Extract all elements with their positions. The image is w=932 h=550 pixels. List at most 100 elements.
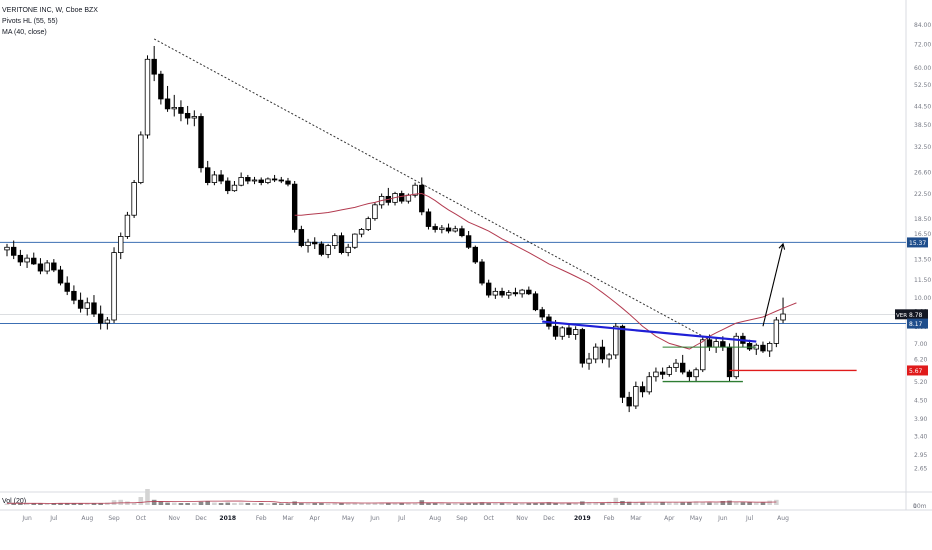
x-tick-label: 2018 <box>219 515 236 522</box>
candle-body <box>332 235 338 246</box>
candle <box>231 181 238 192</box>
candle <box>271 174 278 183</box>
volume-bar <box>747 502 752 505</box>
y-tick-label: 11.50 <box>914 277 931 284</box>
volume-bar <box>573 503 578 505</box>
candle <box>4 243 10 257</box>
volume-bar <box>673 502 679 505</box>
x-tick-label: Dec <box>195 515 207 522</box>
volume-bar <box>473 503 478 505</box>
volume-bar <box>265 503 271 505</box>
candle <box>84 297 90 316</box>
candle-body <box>218 174 224 182</box>
candle <box>419 177 425 216</box>
candle-body <box>131 182 137 216</box>
candle-body <box>485 282 492 296</box>
candle <box>64 276 70 296</box>
candle <box>713 338 719 353</box>
candle <box>225 177 231 195</box>
candle <box>138 131 144 185</box>
candle-body <box>512 292 519 295</box>
candle <box>372 202 378 221</box>
x-tick-label: Mar <box>282 515 294 522</box>
candle <box>439 225 445 234</box>
candle-body <box>365 218 371 230</box>
candle <box>358 227 365 238</box>
x-tick-label: Nov <box>516 515 528 522</box>
candle-body <box>144 58 151 136</box>
y-tick-label: 44.50 <box>914 103 931 110</box>
candle-body <box>245 177 251 182</box>
candle-body <box>312 241 318 245</box>
volume-bar <box>379 502 384 505</box>
candle-body <box>97 313 104 324</box>
candle <box>104 316 111 330</box>
candle-body <box>465 235 472 248</box>
volume-bar <box>459 503 465 505</box>
y-tick-label: 84.00 <box>914 22 931 29</box>
volume-bar <box>205 501 210 505</box>
volume-bar <box>727 500 732 505</box>
candle-body <box>111 252 117 321</box>
candle <box>218 170 224 185</box>
volume-bar <box>753 502 759 505</box>
volume-bar <box>131 502 137 505</box>
trend-drawings <box>153 38 857 383</box>
volume-bar <box>118 499 124 505</box>
candle <box>211 171 218 186</box>
y-tick-label: 38.50 <box>914 122 931 129</box>
volume-bar <box>218 503 224 505</box>
candle <box>693 367 699 382</box>
candle-body <box>17 254 24 263</box>
volume-bar <box>606 501 612 505</box>
volume-bar <box>533 502 538 505</box>
volume-bar <box>44 503 50 505</box>
volume-bar <box>31 503 37 505</box>
candle <box>653 367 659 382</box>
candle <box>679 354 686 375</box>
candle-body <box>679 362 686 373</box>
candle-body <box>77 299 84 309</box>
candle <box>459 225 465 238</box>
candle <box>753 343 759 355</box>
volume-bar <box>91 503 97 505</box>
candle-body <box>586 358 592 364</box>
candle <box>37 258 44 275</box>
candle <box>184 105 191 125</box>
candle-body <box>291 183 298 230</box>
volume-bar <box>566 503 572 505</box>
candle-body <box>653 371 659 378</box>
candle <box>57 265 64 286</box>
volume-bar <box>432 503 438 505</box>
candle-body <box>479 261 485 284</box>
candle <box>445 223 452 234</box>
candle <box>71 285 77 305</box>
candle <box>265 177 271 185</box>
candle-body <box>506 292 512 296</box>
y-tick-label: 13.50 <box>914 257 931 264</box>
volume-bar <box>372 502 378 505</box>
x-tick-label: Jul <box>745 515 754 522</box>
candle <box>332 233 338 250</box>
candle-body <box>10 246 17 256</box>
candle <box>258 177 264 186</box>
candle <box>780 297 786 324</box>
volume-bar <box>479 502 485 505</box>
candle-body <box>666 367 673 375</box>
volume-bar <box>680 502 685 505</box>
y-tick-label: 3.40 <box>914 434 928 441</box>
candle-body <box>51 262 57 271</box>
y-tick-label: 3.90 <box>914 416 928 423</box>
volume-bar <box>258 503 264 505</box>
candle-body <box>619 325 626 398</box>
y-tick-label: 2.95 <box>914 452 928 459</box>
candle <box>298 225 305 248</box>
volume-bar <box>693 501 699 505</box>
y-tick-label: 72.00 <box>914 42 931 49</box>
volume-bar <box>225 502 231 505</box>
candle <box>485 279 492 298</box>
candle-body <box>419 184 425 213</box>
volume-bar <box>171 502 177 505</box>
